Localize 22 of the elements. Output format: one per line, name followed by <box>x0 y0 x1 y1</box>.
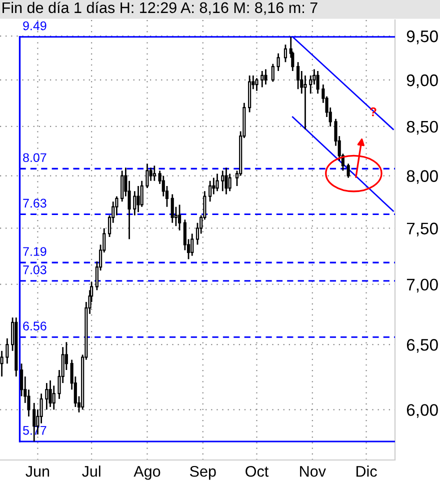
y-tick-label: 7,50 <box>406 222 438 236</box>
x-tick-label: Dic <box>356 466 377 477</box>
x-tick-label: Oct <box>246 466 269 477</box>
x-tick-label: Jul <box>82 466 100 477</box>
x-tick-label: Nov <box>300 466 326 477</box>
y-tick-label: 9,00 <box>406 74 438 88</box>
y-tick-label: 7,00 <box>406 278 438 293</box>
ref-line-label: 7.19 <box>23 247 46 256</box>
y-tick-label: 6,00 <box>406 404 438 418</box>
ref-line-label: 7.63 <box>23 198 46 208</box>
x-tick-label: Jun <box>26 466 50 477</box>
y-tick-label: 8,50 <box>406 120 438 135</box>
chart-title: Fin de día 1 días H: 12:29 A: 8,16 M: 8,16 m: 7 <box>2 2 318 15</box>
x-tick-label: Sep <box>190 466 216 480</box>
y-tick-label: 8,00 <box>406 170 438 184</box>
ref-line-label: 7.03 <box>23 265 46 274</box>
ref-line-label: 6.56 <box>23 322 46 330</box>
ref-line-label: 9.49 <box>23 21 46 30</box>
y-tick-label: 6,50 <box>406 339 438 353</box>
x-tick-label: Ago <box>134 466 160 480</box>
ref-line-label: 8.07 <box>23 153 46 162</box>
y-tick-label: 9,50 <box>406 30 438 44</box>
